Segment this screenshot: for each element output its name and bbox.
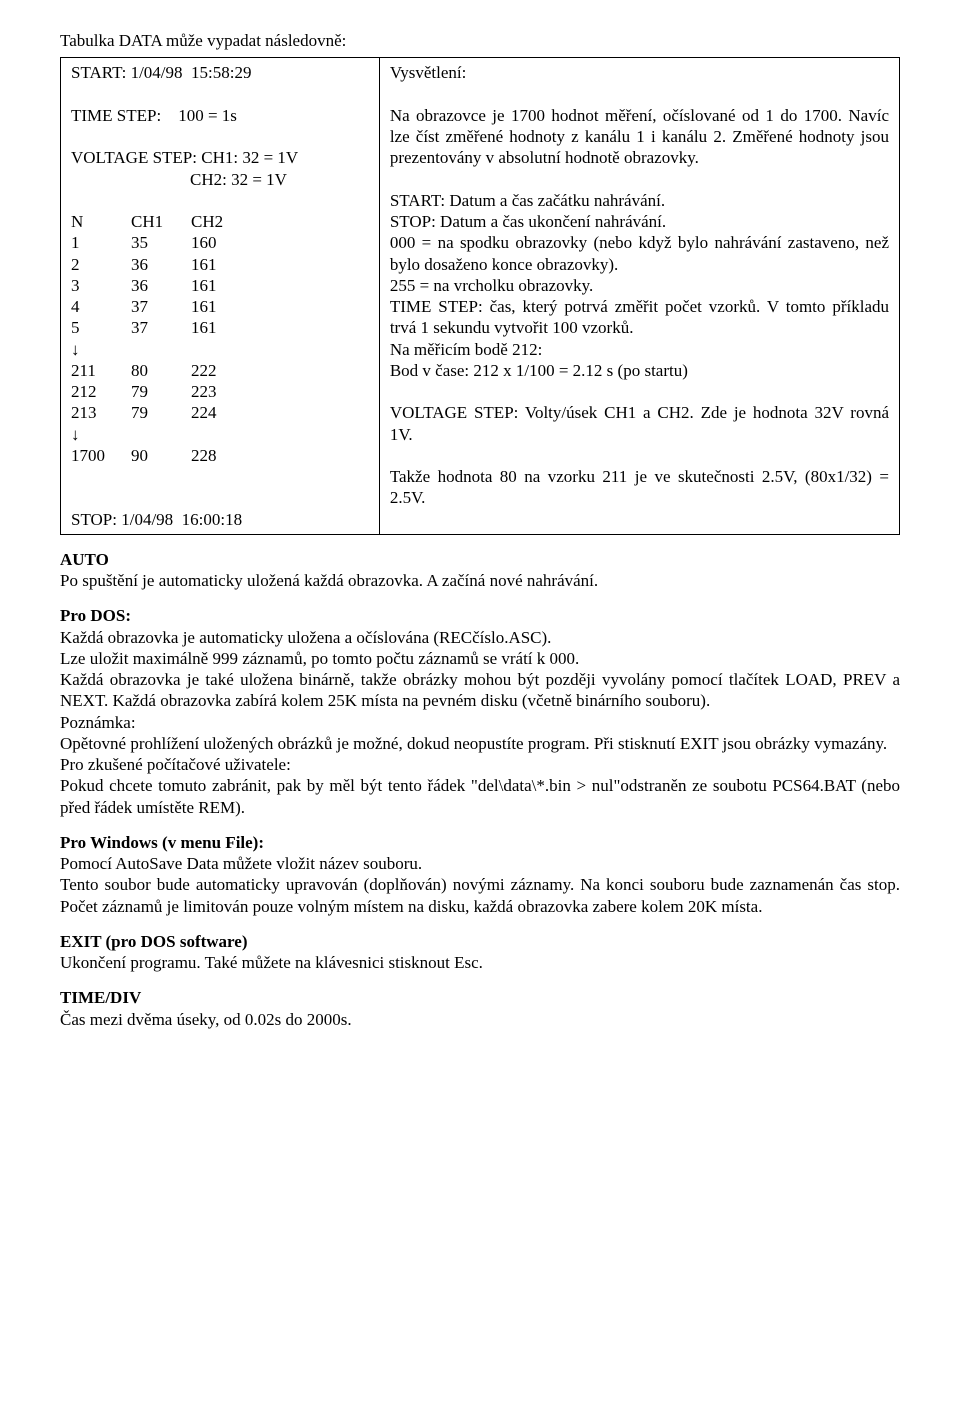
table-cell: 4 [71,296,131,317]
explain-l4: 255 = na vrcholku obrazovky. [390,275,889,296]
main-table: START: 1/04/98 15:58:29 TIME STEP: 100 =… [60,57,900,535]
stop-line: STOP: 1/04/98 16:00:18 [71,509,369,530]
table-cell: 224 [191,402,251,423]
explain-l6: Na měřicím bodě 212: [390,339,889,360]
table-cell: 36 [131,254,191,275]
exit-text: Ukončení programu. Také můžete na kláves… [60,952,900,973]
table-cell: 36 [131,275,191,296]
table-cell: 212 [71,381,131,402]
table-cell: 160 [191,232,251,253]
table-cell: 37 [131,296,191,317]
dos-p2: Lze uložit maximálně 999 záznamů, po tom… [60,648,900,669]
table-cell: 35 [131,232,191,253]
table-cell: 5 [71,317,131,338]
table-cell: 228 [191,445,251,466]
explain-title: Vysvětlení: [390,62,889,83]
explain-l9: Takže hodnota 80 na vzorku 211 je ve sku… [390,466,889,509]
col-n: N [71,211,131,232]
dos-note-h: Poznámka: [60,712,900,733]
col-ch1: CH1 [131,211,191,232]
table-cell: 222 [191,360,251,381]
dos-p7: Pokud chcete tomuto zabránit, pak by měl… [60,775,900,818]
explain-l7: Bod v čase: 212 x 1/100 = 2.12 s (po sta… [390,360,889,381]
table-cell: 1700 [71,445,131,466]
auto-heading: AUTO [60,549,900,570]
table-cell: 161 [191,275,251,296]
table-cell: 161 [191,317,251,338]
right-cell: Vysvětlení: Na obrazovce je 1700 hodnot … [379,58,899,535]
explain-p1: Na obrazovce je 1700 hodnot měření, očís… [390,105,889,169]
left-cell: START: 1/04/98 15:58:29 TIME STEP: 100 =… [61,58,380,535]
timediv-heading: TIME/DIV [60,987,900,1008]
table-cell: 80 [131,360,191,381]
arrow-down-icon: ↓ [71,424,131,445]
explain-l8: VOLTAGE STEP: Volty/úsek CH1 a CH2. Zde … [390,402,889,445]
data-table: N CH1 CH2 135160 236161 336161 437161 53… [71,211,251,466]
voltage-step-2: CH2: 32 = 1V [71,169,369,190]
table-cell: 79 [131,381,191,402]
time-step-line: TIME STEP: 100 = 1s [71,105,369,126]
table-cell: 90 [131,445,191,466]
win-p1: Pomocí AutoSave Data můžete vložit název… [60,853,900,874]
dos-heading: Pro DOS: [60,605,900,626]
auto-text: Po spuštění je automaticky uložená každá… [60,570,900,591]
arrow-down-icon: ↓ [71,339,131,360]
dos-adv-h: Pro zkušené počítačové uživatele: [60,754,900,775]
explain-l2: STOP: Datum a čas ukončení nahrávání. [390,211,889,232]
explain-l5: TIME STEP: čas, který potrvá změřit poče… [390,296,889,339]
table-cell: 3 [71,275,131,296]
dos-p5: Opětovné prohlížení uložených obrázků je… [60,733,900,754]
table-cell: 223 [191,381,251,402]
table-cell: 161 [191,296,251,317]
intro-text: Tabulka DATA může vypadat následovně: [60,30,900,51]
explain-l1: START: Datum a čas začátku nahrávání. [390,190,889,211]
table-cell: 37 [131,317,191,338]
win-heading: Pro Windows (v menu File): [60,832,900,853]
timediv-text: Čas mezi dvěma úseky, od 0.02s do 2000s. [60,1009,900,1030]
col-ch2: CH2 [191,211,251,232]
table-cell: 79 [131,402,191,423]
voltage-step-1: VOLTAGE STEP: CH1: 32 = 1V [71,147,369,168]
explain-l3: 000 = na spodku obrazovky (nebo když byl… [390,232,889,275]
exit-heading: EXIT (pro DOS software) [60,931,900,952]
table-cell: 213 [71,402,131,423]
win-p2: Tento soubor bude automaticky upravován … [60,874,900,917]
table-cell: 161 [191,254,251,275]
start-line: START: 1/04/98 15:58:29 [71,62,369,83]
table-cell: 2 [71,254,131,275]
table-cell: 211 [71,360,131,381]
dos-p3: Každá obrazovka je také uložena binárně,… [60,669,900,712]
table-cell: 1 [71,232,131,253]
dos-p1: Každá obrazovka je automaticky uložena a… [60,627,900,648]
